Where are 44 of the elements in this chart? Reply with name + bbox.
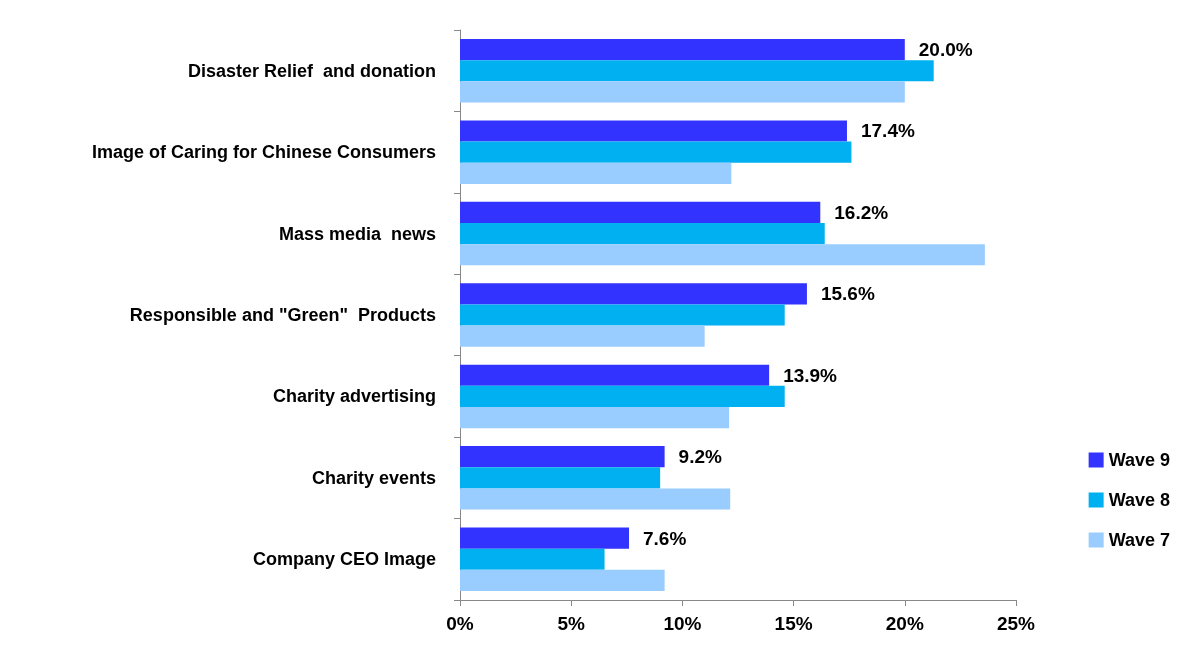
data-label: 20.0% (918, 39, 973, 61)
y-tick-label: Responsible and "Green" Products (129, 305, 436, 325)
legend-label: Wave 9 (1108, 450, 1171, 470)
legend-label: Wave 8 (1108, 490, 1171, 510)
bar (460, 467, 661, 489)
bar (460, 81, 905, 103)
data-label: 7.6% (643, 527, 687, 549)
data-label: 13.9% (783, 364, 838, 386)
x-tick-label: 10% (663, 613, 702, 634)
x-tick-label: 25% (996, 613, 1036, 634)
bar (460, 385, 785, 408)
bar (460, 527, 630, 549)
y-tick-label: Charity events (311, 467, 436, 488)
y-tick-label: Company CEO Image (252, 549, 436, 570)
y-tick-label: Image of Caring for Chinese Consumers (91, 142, 436, 163)
bar (460, 141, 852, 163)
bar (460, 488, 731, 510)
data-label: 15.6% (820, 283, 875, 305)
y-tick-label: Charity advertising (272, 386, 436, 407)
legend-label: Wave 7 (1108, 530, 1171, 550)
data-label: 16.2% (834, 201, 889, 223)
bar (460, 304, 785, 326)
bar (460, 446, 665, 468)
bar (460, 201, 821, 223)
bar (460, 38, 905, 61)
x-tick-label: 20% (885, 613, 924, 634)
bar (460, 569, 665, 592)
bar (460, 60, 934, 82)
x-tick-label: 5% (557, 613, 586, 634)
x-tick-label: 15% (774, 613, 813, 634)
bar (460, 325, 705, 347)
bar (460, 244, 985, 266)
x-tick-label: 0% (446, 613, 474, 634)
bar (460, 283, 807, 305)
y-tick-label: Disaster Relief and donation (187, 60, 436, 81)
data-label: 9.2% (678, 446, 723, 468)
bar (460, 162, 732, 184)
data-label: 17.4% (860, 120, 915, 142)
bar (460, 364, 770, 386)
bar (460, 407, 730, 429)
bar (460, 120, 847, 142)
y-tick-label: Mass media news (278, 223, 436, 244)
bar (460, 222, 825, 245)
bar (460, 548, 605, 570)
